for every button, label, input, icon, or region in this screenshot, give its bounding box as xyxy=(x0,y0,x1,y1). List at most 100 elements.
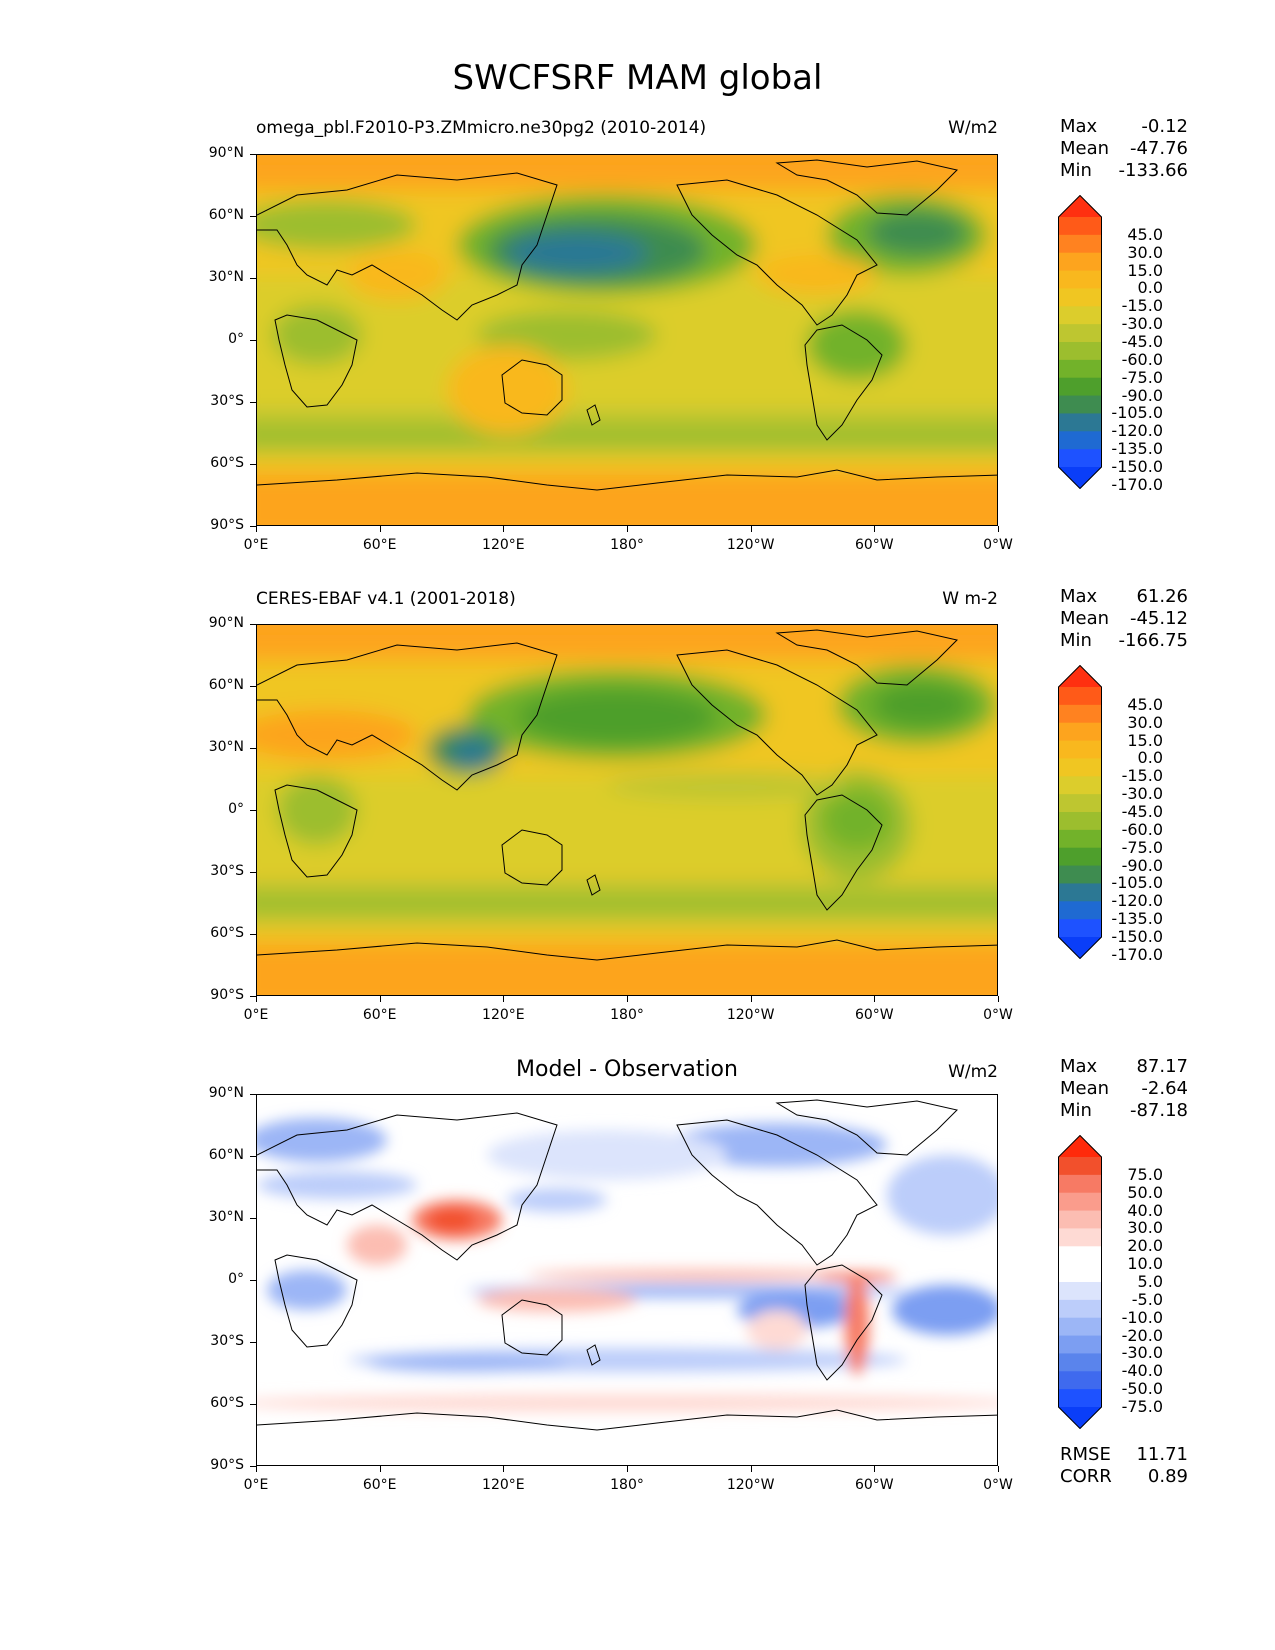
colorbar-tick-label: -30.0 xyxy=(1121,1343,1163,1363)
colorbar-bin xyxy=(1058,431,1102,450)
panel1-coastlines xyxy=(257,159,997,491)
colorbar-tick-label: -45.0 xyxy=(1121,332,1163,351)
panel3-lon-label: 120°W xyxy=(726,1477,775,1493)
panel2-map xyxy=(256,624,998,996)
colorbar-tick-label: -5.0 xyxy=(1131,1289,1163,1309)
colorbar-tick-label: -40.0 xyxy=(1121,1361,1163,1381)
colorbar-tick-label: -150.0 xyxy=(1111,457,1163,476)
colorbar-bin xyxy=(1058,1335,1102,1354)
panel1-lon-label: 120°E xyxy=(482,537,525,553)
panel1-mean-value: -47.76 xyxy=(1129,138,1188,159)
panel2-lat-tick xyxy=(250,996,256,997)
colorbar-tick-label: -135.0 xyxy=(1111,909,1163,929)
colorbar-tick-label: -170.0 xyxy=(1111,474,1163,494)
rmse-value: 11.71 xyxy=(1136,1444,1188,1465)
panel3-lat-label: 60°N xyxy=(208,1147,244,1163)
panel3-lon-tick xyxy=(256,1466,257,1472)
panel1-lat-tick xyxy=(250,278,256,279)
colorbar-bin xyxy=(1058,865,1102,884)
colorbar-tick-label: -15.0 xyxy=(1121,296,1163,316)
colorbar-outline xyxy=(1058,1135,1102,1429)
panel3-mean-label: Mean xyxy=(1060,1078,1110,1099)
corr-value: 0.89 xyxy=(1147,1466,1188,1487)
colorbar-bin xyxy=(1058,1246,1102,1265)
panel3-lon-tick xyxy=(379,1466,381,1472)
panel1-lat-label: 0° xyxy=(228,331,244,347)
colorbar-bin xyxy=(1058,1389,1102,1408)
colorbar-tick-label: 20.0 xyxy=(1127,1236,1163,1256)
panel3-title: Model - Observation xyxy=(516,1057,738,1082)
panel1-units: W/m2 xyxy=(948,118,998,138)
colorbar-tick-label: -170.0 xyxy=(1111,944,1163,964)
colorbar-tick-label: 45.0 xyxy=(1127,224,1163,244)
panel2-mean-label: Mean xyxy=(1060,608,1110,629)
colorbar-bin xyxy=(1058,847,1102,867)
panel3-lat-label: 0° xyxy=(228,1271,244,1287)
panel3-lon-label: 180° xyxy=(610,1477,644,1493)
panel2-colorbar xyxy=(1058,665,1102,959)
panel2-min-value: -166.75 xyxy=(1118,630,1188,651)
panel2-lon-tick xyxy=(998,996,999,1002)
colorbar-tick-label: 5.0 xyxy=(1137,1272,1163,1291)
panel1-lon-tick xyxy=(379,526,381,532)
panel1-min-value: -133.66 xyxy=(1118,160,1188,181)
panel3-lon-label: 120°E xyxy=(482,1477,525,1493)
panel1-lon-tick xyxy=(256,526,257,532)
panel1-lat-tick xyxy=(250,340,256,341)
panel1-lon-tick xyxy=(874,526,876,532)
colorbar-bin xyxy=(1058,234,1102,254)
colorbar-bin xyxy=(1058,1317,1102,1337)
panel2-lon-label: 120°E xyxy=(482,1007,525,1023)
colorbar-extend-top xyxy=(1058,665,1102,687)
colorbar-tick-label: -90.0 xyxy=(1121,385,1163,405)
colorbar-bin xyxy=(1058,1228,1102,1247)
panel1-lon-label: 120°W xyxy=(726,537,775,553)
panel2-lat-label: 30°S xyxy=(210,863,244,879)
colorbar-tick-label: 0.0 xyxy=(1137,278,1163,298)
colorbar-bin xyxy=(1058,413,1102,432)
colorbar-tick-label: -90.0 xyxy=(1121,855,1163,875)
panel2-stats: Max 61.26 Mean -45.12 Min -166.75 xyxy=(1060,586,1188,652)
colorbar-tick-label: -60.0 xyxy=(1121,819,1163,839)
panel3-lat-tick xyxy=(250,1342,256,1343)
colorbar-tick-label: -45.0 xyxy=(1121,802,1163,821)
panel3-map-svg xyxy=(257,1095,997,1465)
panel3-lat-tick xyxy=(250,1466,256,1467)
panel3-lon-tick xyxy=(874,1466,876,1472)
colorbar-bin xyxy=(1058,377,1102,397)
colorbar-bin xyxy=(1058,359,1102,379)
colorbar-bin xyxy=(1058,704,1102,724)
colorbar-bin xyxy=(1058,306,1102,325)
panel2-lat-label: 0° xyxy=(228,801,244,817)
panel2-lat-label: 90°S xyxy=(210,987,244,1003)
panel3-lat-label: 30°N xyxy=(208,1209,244,1225)
colorbar-tick-label: 75.0 xyxy=(1127,1164,1163,1184)
colorbar-bin xyxy=(1058,395,1102,414)
colorbar-bin xyxy=(1058,883,1102,902)
colorbar-tick-label: -30.0 xyxy=(1121,784,1163,804)
panel2-lat-label: 90°N xyxy=(208,615,244,631)
colorbar-bin xyxy=(1058,1299,1102,1319)
panel1-lon-tick xyxy=(503,526,505,532)
corr-label: CORR xyxy=(1060,1466,1112,1487)
panel1-lat-label: 60°S xyxy=(210,455,244,471)
panel3-min-value: -87.18 xyxy=(1129,1100,1188,1121)
panel3-lon-label: 60°W xyxy=(854,1477,894,1493)
colorbar-tick-label: -75.0 xyxy=(1121,1397,1163,1416)
panel1-lat-label: 30°N xyxy=(208,269,244,285)
panel3-lon-label: 0°E xyxy=(243,1477,269,1493)
colorbar-bin xyxy=(1058,722,1102,742)
panel2-lat-tick xyxy=(250,748,256,749)
colorbar-bin xyxy=(1058,758,1102,777)
colorbar-extend-top xyxy=(1058,1135,1102,1157)
colorbar-tick-label: -50.0 xyxy=(1121,1379,1163,1399)
colorbar-bin xyxy=(1058,1192,1102,1212)
panel2-max-value: 61.26 xyxy=(1136,586,1188,607)
panel2-lon-label: 60°E xyxy=(362,1007,397,1023)
panel2-lon-label: 180° xyxy=(610,1007,644,1023)
panel3-lon-tick xyxy=(503,1466,505,1472)
colorbar-bin xyxy=(1058,1210,1102,1229)
panel1-lat-tick xyxy=(250,464,256,465)
colorbar-tick-label: -135.0 xyxy=(1111,439,1163,459)
colorbar-bin xyxy=(1058,1157,1102,1176)
